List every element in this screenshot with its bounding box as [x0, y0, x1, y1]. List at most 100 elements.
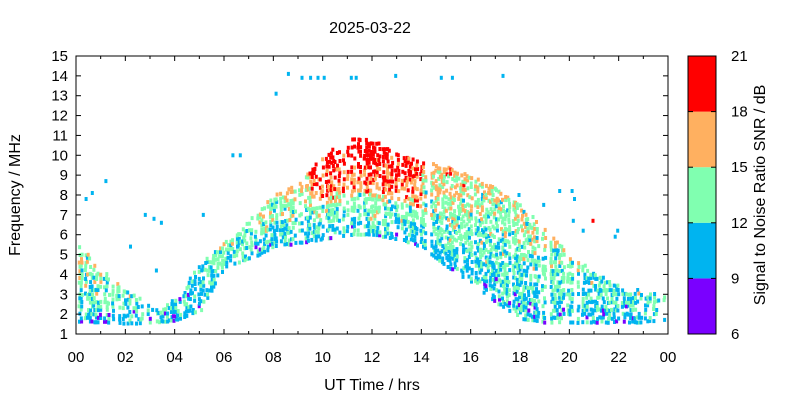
- data-point: [459, 189, 463, 194]
- data-point: [476, 257, 479, 262]
- data-point: [629, 296, 633, 301]
- data-point: [449, 202, 453, 207]
- data-point: [346, 224, 350, 229]
- data-point: [395, 232, 399, 237]
- data-point: [115, 293, 119, 298]
- data-point: [488, 227, 492, 232]
- data-point: [371, 228, 375, 233]
- data-point: [585, 320, 589, 325]
- data-point: [533, 227, 537, 231]
- data-point: [188, 297, 192, 301]
- data-point: [365, 197, 368, 202]
- data-point: [529, 285, 533, 290]
- data-point: [237, 232, 241, 237]
- data-point: [503, 242, 507, 247]
- data-point: [94, 312, 98, 317]
- data-point: [446, 257, 450, 262]
- y-tick-label: 15: [51, 48, 68, 65]
- data-point: [350, 208, 354, 213]
- data-point: [512, 282, 515, 287]
- data-point: [381, 194, 385, 199]
- data-point: [507, 252, 511, 257]
- data-point: [411, 177, 415, 182]
- data-point: [353, 165, 356, 170]
- data-point: [326, 188, 330, 193]
- data-point: [569, 277, 573, 281]
- data-point: [499, 279, 503, 284]
- data-point: [591, 218, 595, 223]
- data-point: [188, 308, 192, 313]
- data-point: [494, 260, 498, 265]
- data-point: [225, 264, 229, 269]
- data-point: [322, 75, 326, 80]
- data-point: [486, 238, 490, 243]
- data-point: [279, 224, 283, 229]
- data-point: [118, 320, 122, 325]
- data-point: [553, 252, 557, 257]
- data-point: [271, 206, 275, 211]
- data-point: [137, 317, 141, 322]
- data-point: [402, 156, 406, 161]
- data-point: [484, 227, 488, 232]
- data-point: [533, 239, 537, 244]
- data-point: [501, 248, 505, 253]
- data-point: [396, 162, 400, 166]
- data-point: [530, 254, 534, 259]
- data-point: [325, 215, 329, 220]
- data-point: [462, 183, 466, 188]
- data-point: [241, 242, 244, 247]
- data-point: [291, 221, 295, 226]
- data-point: [484, 255, 488, 260]
- data-point: [327, 196, 331, 201]
- data-point: [535, 239, 539, 244]
- data-point: [626, 296, 630, 301]
- data-point: [457, 196, 461, 201]
- data-point: [534, 275, 538, 279]
- data-point: [283, 242, 287, 247]
- data-point: [544, 276, 547, 281]
- data-point: [105, 280, 109, 285]
- data-point: [463, 172, 467, 177]
- data-point: [553, 304, 557, 309]
- data-point: [550, 292, 554, 297]
- data-point: [514, 213, 518, 218]
- data-point: [501, 240, 505, 245]
- data-point: [442, 229, 446, 234]
- data-point: [589, 296, 593, 301]
- data-point: [331, 202, 335, 207]
- data-point: [346, 145, 350, 150]
- data-point: [92, 288, 96, 293]
- data-point: [298, 192, 302, 197]
- data-point: [447, 206, 451, 211]
- data-point: [576, 284, 580, 289]
- data-point: [279, 232, 283, 237]
- data-point: [290, 185, 294, 190]
- data-point: [475, 210, 479, 215]
- data-point: [537, 258, 541, 263]
- data-point: [513, 292, 517, 297]
- data-point: [314, 229, 318, 234]
- data-point: [594, 284, 597, 288]
- data-point: [595, 320, 599, 325]
- data-point: [470, 216, 474, 221]
- data-point: [520, 217, 524, 222]
- data-point: [516, 218, 520, 223]
- data-point: [430, 243, 434, 248]
- data-point: [356, 164, 360, 169]
- data-point: [287, 207, 291, 211]
- data-point: [359, 181, 363, 186]
- data-point: [288, 218, 292, 222]
- data-point: [596, 288, 600, 293]
- data-point: [440, 249, 444, 254]
- data-point: [185, 302, 189, 307]
- data-point: [531, 318, 535, 323]
- data-point: [419, 228, 423, 233]
- data-point: [388, 183, 391, 188]
- data-point: [243, 238, 247, 243]
- data-point: [250, 216, 254, 221]
- data-point: [352, 224, 356, 229]
- data-point: [284, 219, 288, 224]
- data-point: [588, 299, 592, 304]
- data-point: [568, 271, 572, 276]
- data-point: [589, 288, 593, 293]
